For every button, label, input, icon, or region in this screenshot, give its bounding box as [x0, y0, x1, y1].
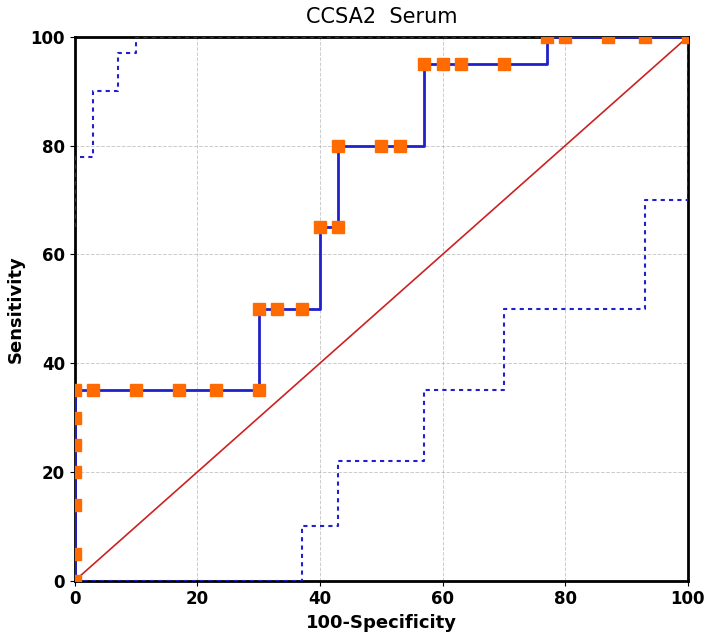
Title: CCSA2  Serum: CCSA2 Serum — [305, 7, 457, 27]
Y-axis label: Sensitivity: Sensitivity — [7, 255, 25, 363]
X-axis label: 100-Specificity: 100-Specificity — [305, 614, 457, 632]
